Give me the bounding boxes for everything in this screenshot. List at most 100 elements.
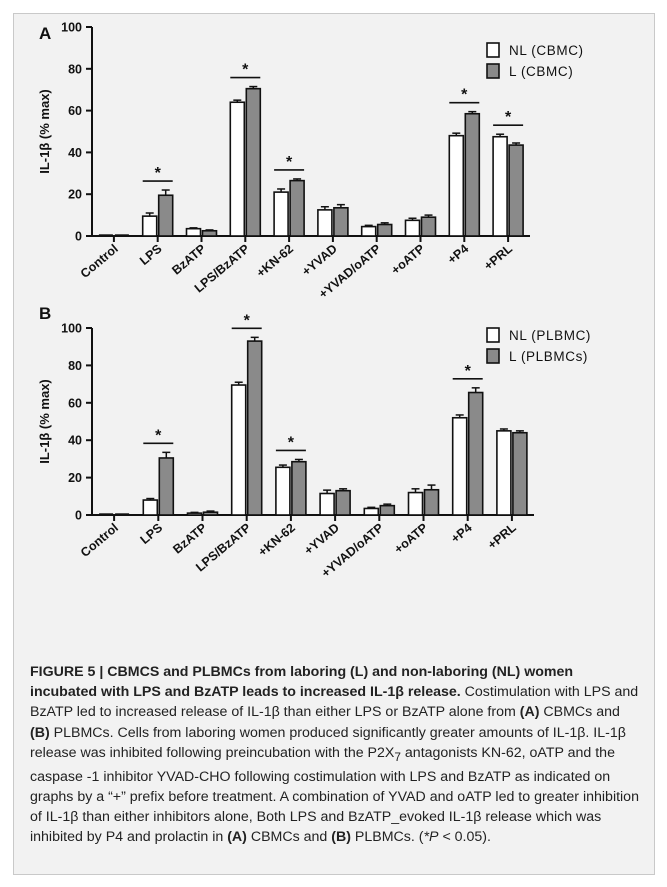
bar-l [157,194,174,237]
y-tick-label: 60 [68,104,82,118]
bar-l [245,87,262,237]
significance-star: * [288,434,295,451]
significance-star: * [286,154,293,171]
caption-ref-b: (B) [30,724,50,741]
caption-p-star: * [423,829,430,846]
x-tick-label: +PRL [485,520,519,552]
caption-text: CBMCs and [246,829,332,846]
legend-label: L (PLBMCs) [509,349,588,364]
y-axis-label: IL-1β (% max) [37,89,52,174]
bar-l [467,391,484,516]
y-tick-label: 80 [68,62,82,76]
x-tick-label: Control [78,242,121,281]
legend-swatch-l [486,63,500,79]
y-tick-label: 100 [61,21,82,35]
caption-text: PLBMCs. Cells from laboring women produc… [30,724,626,761]
x-tick-label: +P4 [448,521,474,546]
x-tick-label: +P4 [445,242,471,267]
y-tick-label: 0 [75,509,82,523]
bar-nl [407,491,424,516]
caption-text: CBMCs and [539,704,620,721]
y-axis-label: IL-1β (% max) [37,379,52,464]
significance-star: * [155,427,162,444]
bar-nl [273,191,289,237]
bar-nl [275,466,291,516]
caption-ref-a: (A) [519,704,540,721]
bar-l [158,457,175,516]
significance-star: * [505,109,512,126]
bar-l [508,144,524,237]
figure-caption: FIGURE 5 | CBMCS and PLBMCs from laborin… [30,662,642,848]
bar-nl [229,101,246,237]
bar-nl [448,134,465,237]
caption-ref-b: (B) [331,829,351,846]
x-tick-label: BzATP [170,521,209,557]
panel-label: A [39,24,51,43]
significance-star: * [155,165,162,182]
y-tick-label: 40 [68,146,82,160]
x-tick-label: +YVAD [299,242,339,279]
x-tick-label: +KN-62 [256,521,298,560]
bar-l [512,431,528,516]
bar-l [376,223,393,237]
bar-l [291,460,307,516]
caption-text: Costimulation with LPS and BzATP led to … [30,684,639,721]
x-tick-label: BzATP [169,242,208,278]
caption-text: < 0.05). [438,829,491,846]
caption-text: antagonists KN-62, oATP and the caspase … [30,744,639,846]
bar-l [202,511,219,516]
caption-heading: FIGURE 5 | CBMCS and PLBMCs from laborin… [30,664,574,701]
y-tick-label: 40 [68,434,82,448]
figure-frame [13,13,655,875]
bar-nl [451,416,468,516]
significance-star: * [465,363,472,380]
x-tick-label: Control [78,521,121,560]
bar-nl [363,507,380,516]
y-tick-label: 100 [61,322,82,336]
legend-swatch-l [486,348,500,364]
bar-l [335,489,351,516]
chart-panel-a: A 0 20 40 60 80 100 IL-1β (% max) Control * LPS BzA… [37,21,584,302]
caption-p-symbol: P [429,829,439,846]
y-tick-label: 0 [75,230,82,244]
x-tick-label: LPS [138,521,166,547]
bar-l [333,206,349,237]
caption-subscript: 7 [394,749,401,764]
bar-nl [186,512,203,516]
y-tick-label: 60 [68,396,82,410]
bar-nl [319,492,335,516]
bar-l [201,229,218,237]
significance-star: * [242,62,249,79]
y-tick-label: 80 [68,359,82,373]
bar-nl [496,430,512,516]
bar-nl [142,499,159,516]
bar-nl [360,225,377,237]
panel-label: B [39,304,51,323]
bar-l [420,216,437,237]
caption-ref-a: (A) [227,829,247,846]
x-tick-label: +PRL [481,241,515,273]
bar-l [423,488,440,516]
chart-panel-b: B 0 20 40 60 80 100 IL-1β (% max) Control * LPS BzA… [37,304,590,580]
x-tick-label: +KN-62 [254,242,296,281]
x-tick-label: +oATP [389,242,428,278]
bar-nl [492,135,508,237]
legend-label: L (CBMC) [509,64,573,79]
legend-swatch-nl [486,327,500,343]
bar-nl [185,227,202,237]
bar-nl [230,384,247,516]
bar-l [246,340,263,516]
legend-label: NL (CBMC) [509,43,584,58]
x-tick-label: +YVAD [302,521,342,558]
bar-l [289,179,305,237]
legend-swatch-nl [486,42,500,58]
caption-text: PLBMCs. ( [350,829,424,846]
significance-star: * [461,87,468,104]
bar-l [379,504,396,516]
bar-l [464,112,481,237]
bar-nl [404,219,421,237]
x-tick-label: +oATP [392,521,431,557]
bar-nl [141,215,158,237]
y-tick-label: 20 [68,471,82,485]
